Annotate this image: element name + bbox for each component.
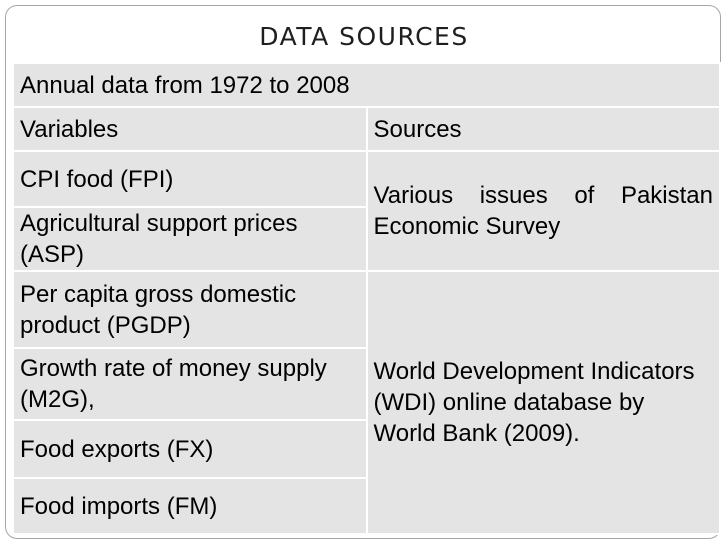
slide-frame [5,5,721,539]
variable-cell-asp: Agricultural support prices (ASP) [12,206,368,272]
table-row: Growth rate of money supply (M2G), [12,347,720,421]
annual-data-cell: Annual data from 1972 to 2008 [12,62,721,108]
variable-cell-fm: Food imports (FM) [12,477,368,535]
variable-cell-m2g: Growth rate of money supply (M2G), [12,347,368,421]
header-variables: Variables [12,106,368,152]
table-row: Per capita gross domestic product (PGDP)… [12,270,721,535]
source-cell-pakistan-economic-survey: Various issues of Pakistan Economic Surv… [365,150,721,272]
variable-cell-fx: Food exports (FX) [12,419,368,479]
data-sources-table: Annual data from 1972 to 2008 Variables … [12,62,721,535]
header-sources: Sources [365,106,721,152]
table-row: CPI food (FPI) Various issues of Pakista… [12,150,721,272]
table-row-caption: Annual data from 1972 to 2008 [12,62,721,108]
variable-cell-fpi: CPI food (FPI) [12,150,368,208]
variable-cell-pgdp: Per capita gross domestic product (PGDP) [12,270,368,349]
table-row: Food imports (FM) [12,477,720,535]
source-cell-wdi: World Development Indicators (WDI) onlin… [365,270,721,535]
table-header-row: Variables Sources [12,106,721,152]
table-row: Agricultural support prices (ASP) [12,206,720,272]
slide-title: DATA SOURCES [259,22,469,51]
table-row: Food exports (FX) [12,419,720,479]
